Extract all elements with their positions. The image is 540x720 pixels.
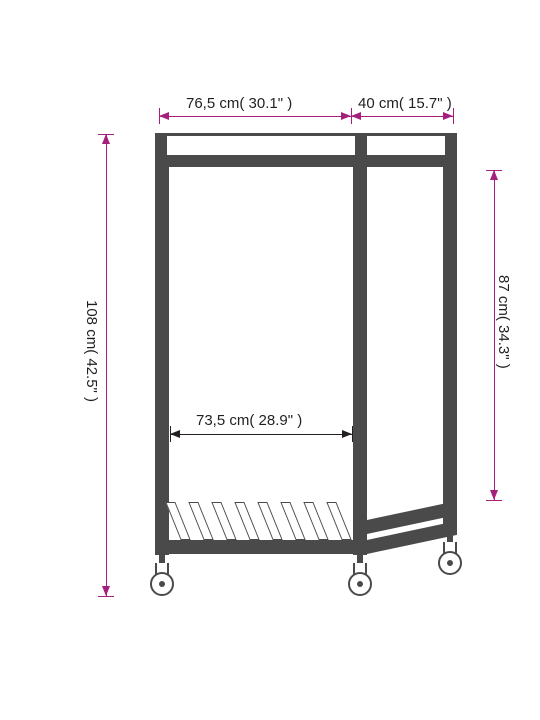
dim-label: 40 cm( 15.7" ) [358, 95, 452, 112]
shelf-slat [234, 502, 259, 540]
right-front-post [353, 155, 367, 555]
left-front-post [155, 155, 169, 555]
shelf-slat [280, 502, 305, 540]
top-left-depth [155, 133, 167, 155]
wheel-icon [438, 551, 462, 575]
shelf-front-rail [155, 540, 367, 554]
shelf-slat [188, 502, 213, 540]
dim-label: 108 cm( 42.5" ) [83, 300, 100, 402]
top-back-rail [166, 133, 448, 136]
shelf-slat [303, 502, 328, 540]
right-back-post [443, 155, 457, 525]
wheel-icon [348, 572, 372, 596]
top-front-rail [155, 155, 367, 167]
shelf-slat [257, 502, 282, 540]
shelf-slat [165, 502, 190, 540]
wheel-icon [150, 572, 174, 596]
shelf-slat [326, 502, 351, 540]
dim-label: 73,5 cm( 28.9" ) [196, 412, 302, 429]
diagram-stage: 76,5 cm( 30.1" ) 40 cm( 15.7" ) 108 cm( … [0, 0, 540, 720]
shelf-slat [211, 502, 236, 540]
dim-label: 87 cm( 34.3" ) [495, 275, 512, 369]
dim-label: 76,5 cm( 30.1" ) [186, 95, 292, 112]
